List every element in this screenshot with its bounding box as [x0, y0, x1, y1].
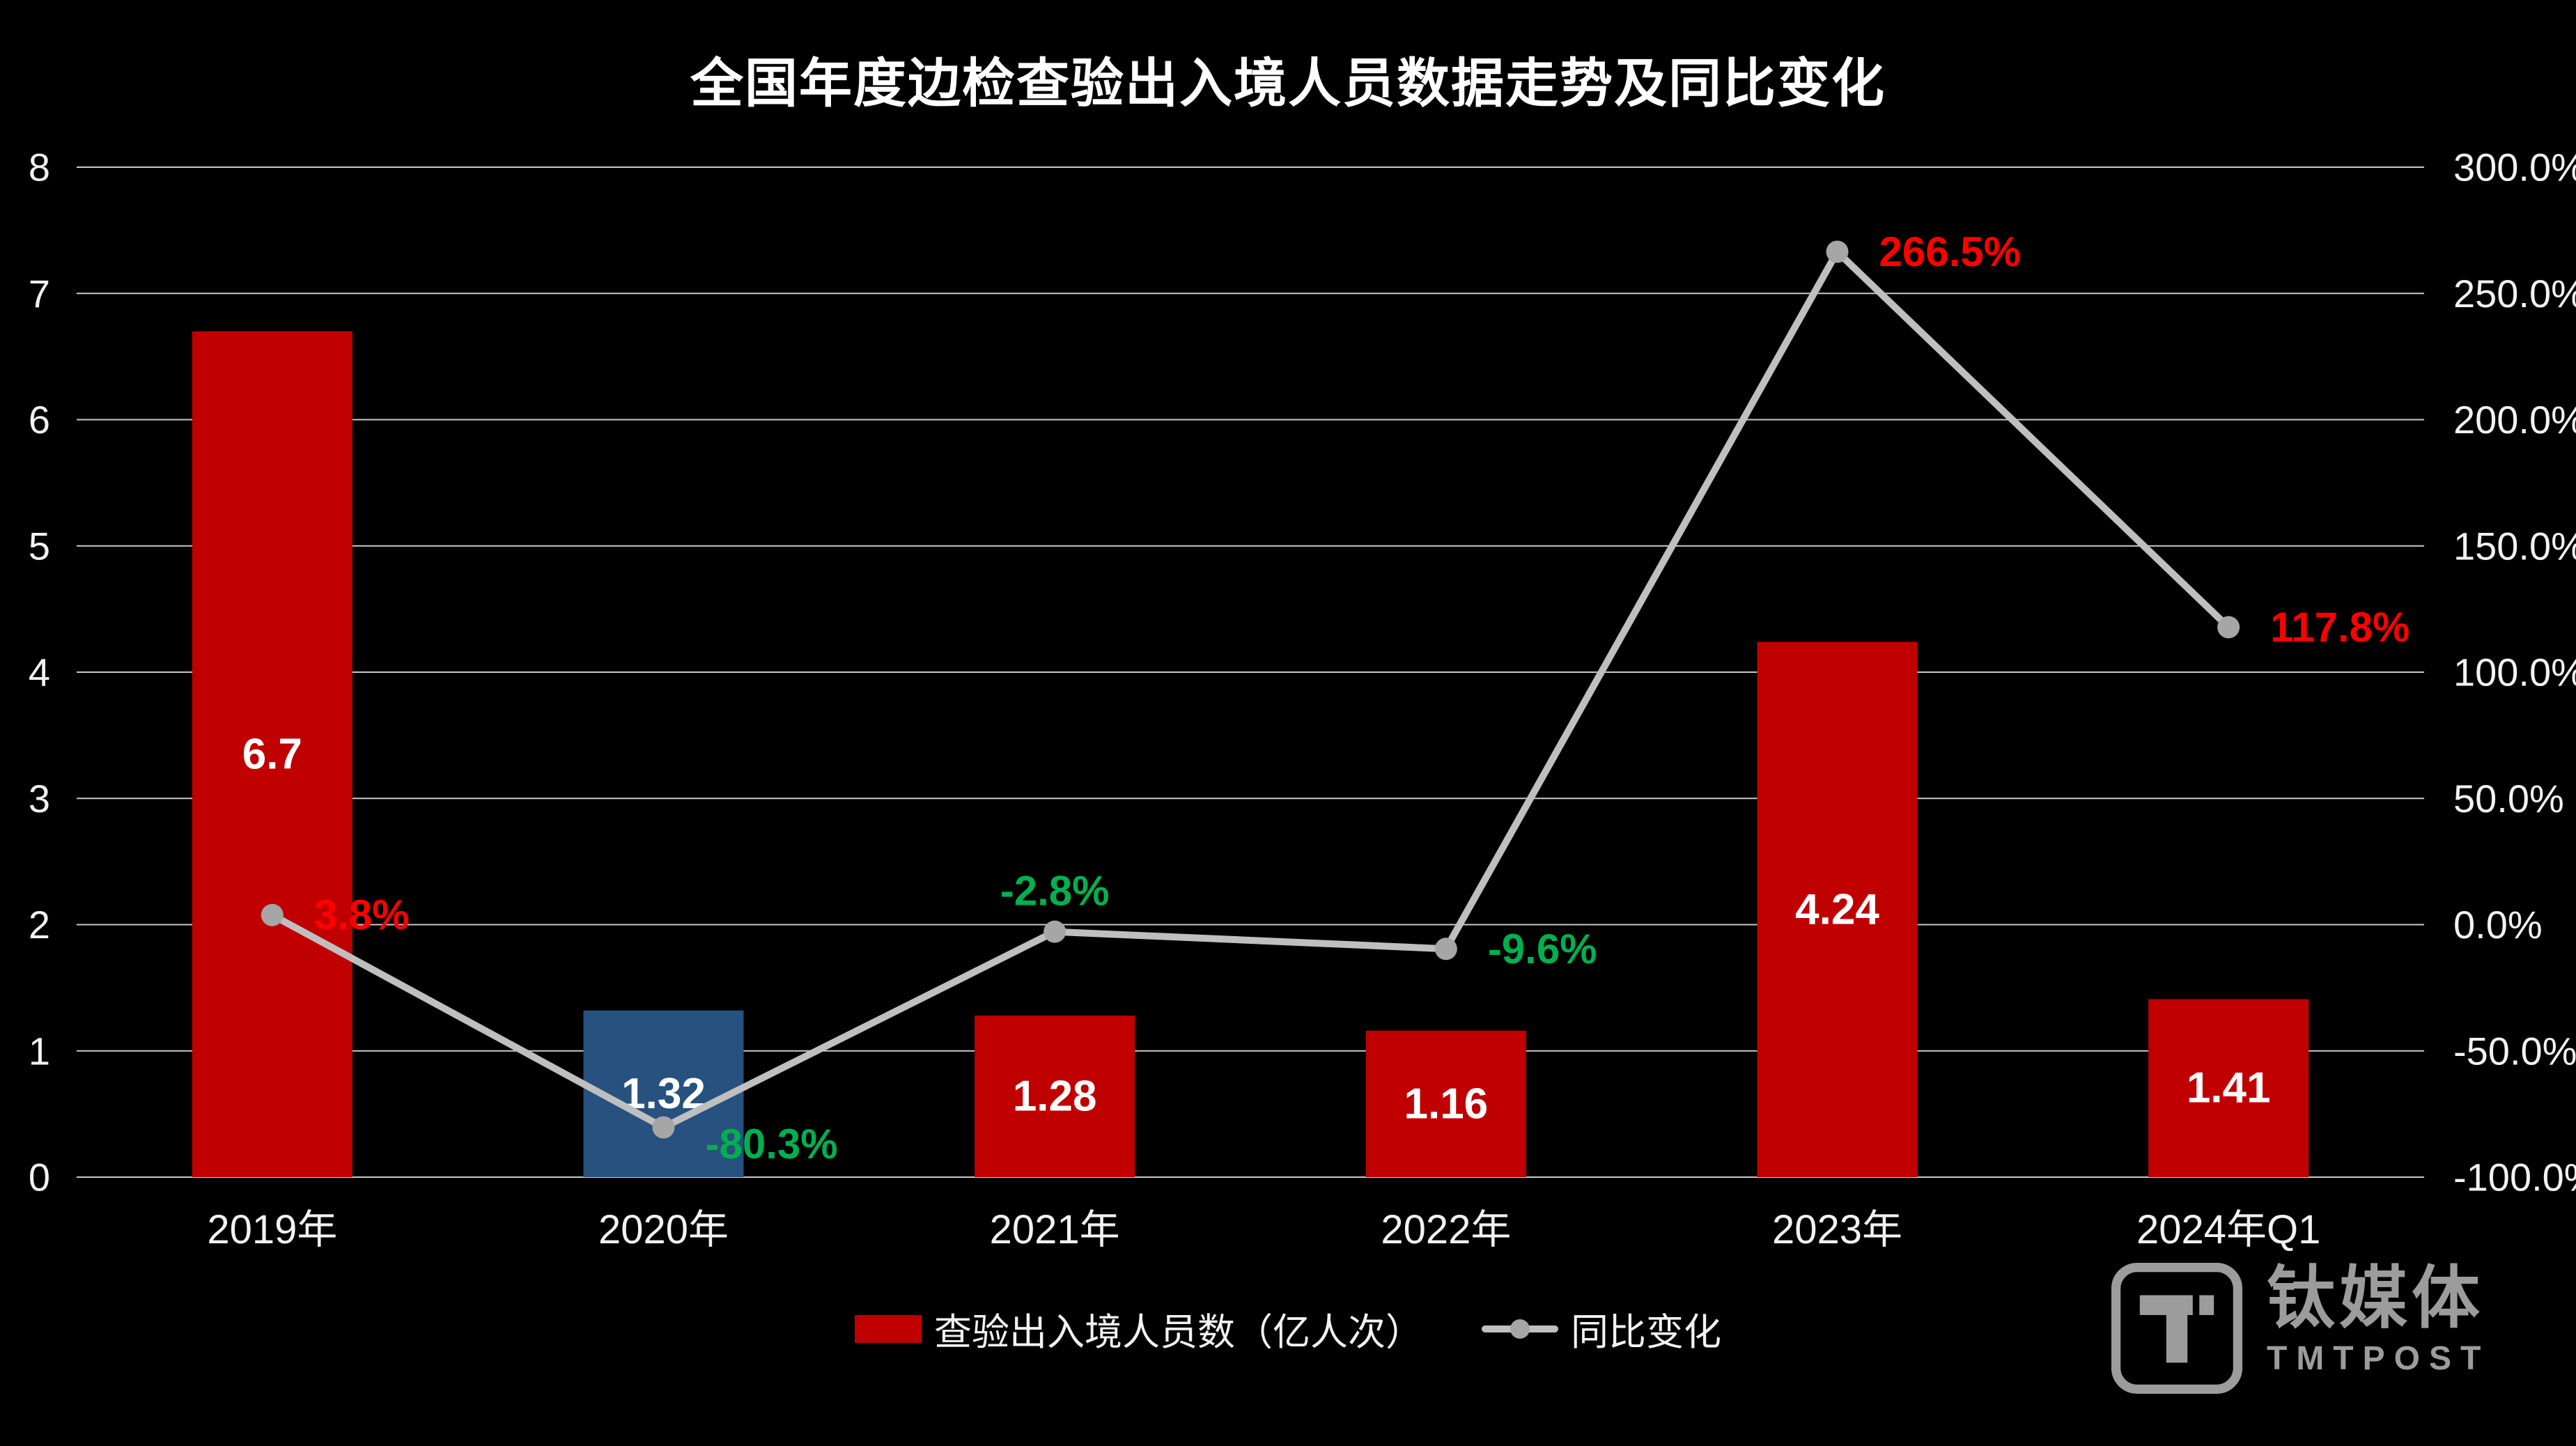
line-marker — [2217, 616, 2240, 639]
bar-series-label: 查验出入境人员数（亿人次） — [934, 1312, 1423, 1353]
line-value-label: 117.8% — [2270, 604, 2410, 651]
line-series-label: 同比变化 — [1571, 1312, 1721, 1353]
bar-series-swatch-icon — [855, 1314, 922, 1343]
bar-value-label: 6.7 — [242, 730, 302, 778]
left-axis-tick: 7 — [29, 272, 50, 316]
line-value-label: -80.3% — [706, 1121, 838, 1167]
right-axis-tick: 150.0% — [2453, 524, 2576, 568]
bar-2023年 — [1757, 642, 1918, 1177]
bar-value-label: 1.41 — [2187, 1064, 2271, 1112]
line-value-label: -2.8% — [1000, 868, 1110, 915]
left-axis-tick: 3 — [29, 777, 50, 821]
right-axis-tick: 50.0% — [2453, 777, 2564, 821]
bar-2021年 — [975, 1016, 1135, 1177]
left-axis-tick: 4 — [29, 651, 50, 694]
line-value-label: 3.8% — [314, 892, 410, 938]
x-axis-label: 2020年 — [598, 1207, 729, 1252]
x-axis-label: 2023年 — [1772, 1207, 1902, 1252]
left-axis-tick: 6 — [29, 398, 50, 442]
x-axis-label: 2019年 — [207, 1207, 337, 1252]
bar-2024年Q1 — [2148, 999, 2309, 1177]
line-marker — [261, 903, 284, 926]
yoy-line-series — [268, 248, 2233, 1131]
tmtpost-wordmark: 钛媒体 TMTPOST — [2267, 1262, 2490, 1378]
watermark-sub: TMTPOST — [2267, 1339, 2490, 1377]
bar-2022年 — [1365, 1030, 1526, 1177]
left-axis-tick: 5 — [29, 524, 50, 568]
x-axis-label: 2024年Q1 — [2136, 1207, 2320, 1252]
line-series-swatch-icon — [1482, 1319, 1558, 1339]
chart-title: 全国年度边检查验出入境人员数据走势及同比变化 — [690, 54, 1886, 114]
right-axis-tick: -100.0% — [2453, 1156, 2576, 1199]
right-axis-tick: 300.0% — [2453, 146, 2576, 189]
right-axis-tick: 0.0% — [2453, 903, 2543, 947]
line-value-label: 266.5% — [1879, 228, 2022, 275]
right-axis-tick: 100.0% — [2453, 651, 2576, 694]
line-marker-dot-icon — [1510, 1319, 1530, 1339]
tmtpost-logo-icon — [2111, 1262, 2243, 1394]
bar-value-label: 4.24 — [1795, 885, 1879, 933]
line-value-label: -9.6% — [1488, 926, 1597, 972]
bar-2019年 — [192, 331, 352, 1177]
line-marker — [1434, 938, 1457, 961]
legend-item-line-series: 同比变化 — [1482, 1301, 1721, 1356]
x-axis-label: 2021年 — [990, 1207, 1120, 1252]
line-marker — [1826, 240, 1849, 263]
line-marker — [652, 1116, 675, 1139]
line-marker — [1043, 920, 1066, 943]
right-axis-tick: -50.0% — [2453, 1029, 2576, 1073]
x-axis-label: 2022年 — [1381, 1207, 1511, 1252]
chart-legend: 查验出入境人员数（亿人次） 同比变化 — [0, 1301, 2576, 1356]
right-axis-tick: 200.0% — [2453, 398, 2576, 442]
tmtpost-watermark: 钛媒体 TMTPOST — [2111, 1262, 2490, 1394]
left-axis-tick: 1 — [29, 1029, 50, 1073]
legend-item-bar-series: 查验出入境人员数（亿人次） — [855, 1301, 1423, 1356]
left-axis-tick: 2 — [29, 903, 50, 947]
bar-value-label: 1.28 — [1013, 1073, 1097, 1121]
right-axis-tick: 250.0% — [2453, 272, 2576, 316]
left-axis-tick: 8 — [29, 146, 50, 189]
bar-2020年 — [583, 1010, 744, 1177]
left-axis-tick: 0 — [29, 1156, 50, 1199]
watermark-name: 钛媒体 — [2267, 1259, 2485, 1336]
bar-value-label: 1.16 — [1404, 1080, 1488, 1128]
